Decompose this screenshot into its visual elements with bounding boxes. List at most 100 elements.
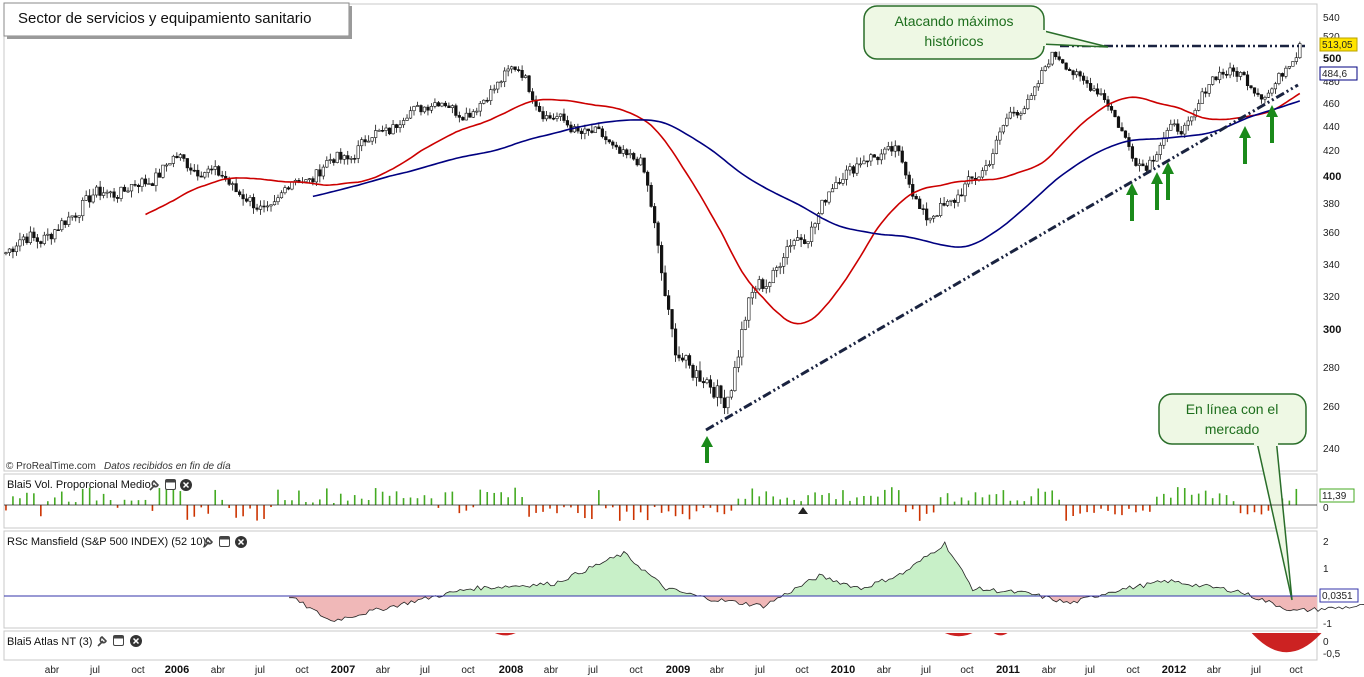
candle bbox=[1280, 72, 1284, 82]
candle bbox=[1123, 130, 1128, 139]
volume-bar bbox=[1128, 505, 1130, 509]
candle bbox=[806, 241, 810, 249]
candle bbox=[81, 197, 85, 221]
volume-bars bbox=[5, 487, 1298, 521]
volume-bar bbox=[102, 493, 105, 505]
candle bbox=[1054, 51, 1058, 60]
window-icon[interactable] bbox=[113, 635, 124, 646]
candle bbox=[339, 148, 343, 164]
volume-bar bbox=[109, 500, 112, 505]
candle bbox=[618, 145, 622, 154]
candle bbox=[1064, 62, 1068, 71]
volume-bar bbox=[339, 493, 342, 505]
window-icon[interactable] bbox=[165, 479, 176, 490]
candle bbox=[496, 81, 500, 94]
candle bbox=[443, 100, 447, 108]
volume-bar bbox=[751, 488, 754, 505]
candle bbox=[1200, 87, 1204, 104]
volume-bar bbox=[53, 497, 56, 505]
support-arrows bbox=[701, 105, 1278, 463]
candle bbox=[503, 67, 507, 88]
rsc-negative-area bbox=[289, 596, 1317, 622]
credit-note: Datos recibidos en fin de día bbox=[104, 461, 231, 472]
candle bbox=[255, 203, 259, 212]
candle bbox=[248, 195, 252, 207]
volume-bar bbox=[646, 505, 649, 521]
volume-bar bbox=[877, 496, 879, 505]
last-price-badge: 513,05 bbox=[1322, 40, 1353, 51]
candle bbox=[1071, 69, 1075, 80]
volume-bar bbox=[444, 492, 447, 505]
candle bbox=[607, 139, 611, 144]
wrench-icon[interactable] bbox=[149, 480, 159, 491]
volume-bar bbox=[1100, 505, 1102, 509]
volume-bar bbox=[1253, 505, 1256, 513]
candle bbox=[1204, 87, 1208, 98]
candle bbox=[387, 127, 392, 136]
callout-top-line1: Atacando máximos bbox=[894, 13, 1013, 29]
volume-bar bbox=[137, 500, 140, 505]
candle bbox=[272, 195, 277, 206]
volume-bar bbox=[1016, 500, 1019, 505]
candle bbox=[1127, 132, 1131, 151]
volume-panel-header: Blai5 Vol. Proporcional Medio bbox=[7, 479, 151, 491]
volume-bar bbox=[758, 496, 761, 505]
volume-bar bbox=[1058, 499, 1060, 505]
x-tick: oct bbox=[1126, 665, 1140, 676]
candle bbox=[593, 126, 597, 133]
candle bbox=[959, 188, 964, 197]
candle bbox=[963, 180, 967, 202]
y-tick-480: 480 bbox=[1323, 77, 1340, 88]
volume-bar bbox=[716, 505, 719, 513]
volume-bar bbox=[151, 505, 154, 511]
candle bbox=[1005, 113, 1009, 128]
candle bbox=[541, 106, 545, 122]
candle bbox=[558, 113, 563, 122]
candle bbox=[1047, 59, 1051, 69]
x-tick: oct bbox=[795, 665, 809, 676]
candle bbox=[980, 167, 985, 179]
candle bbox=[869, 153, 873, 166]
candle bbox=[1214, 76, 1218, 82]
close-icon[interactable] bbox=[235, 536, 247, 548]
wrench-icon[interactable] bbox=[203, 537, 213, 548]
volume-bar bbox=[835, 499, 837, 505]
candle bbox=[499, 80, 503, 88]
candle bbox=[932, 215, 936, 223]
wrench-icon[interactable] bbox=[97, 636, 107, 647]
candle bbox=[91, 188, 95, 204]
window-icon[interactable] bbox=[219, 536, 230, 547]
x-tick: jul bbox=[254, 665, 265, 676]
candle bbox=[796, 229, 800, 241]
arrow-up-icon bbox=[1162, 162, 1174, 200]
candle bbox=[1040, 67, 1044, 84]
volume-bar bbox=[884, 489, 886, 505]
volume-bar bbox=[932, 505, 935, 513]
volume-bar bbox=[514, 487, 516, 505]
candle bbox=[314, 169, 318, 187]
candle bbox=[1050, 51, 1054, 67]
candle bbox=[1172, 119, 1176, 127]
candle bbox=[335, 151, 339, 164]
candle bbox=[112, 187, 116, 202]
y-tick-260: 260 bbox=[1323, 402, 1340, 413]
candle bbox=[684, 354, 688, 369]
candle bbox=[907, 171, 911, 189]
candle bbox=[1095, 83, 1100, 97]
close-icon[interactable] bbox=[180, 479, 192, 491]
volume-bar bbox=[277, 489, 279, 505]
candle bbox=[628, 149, 632, 159]
volume-bar bbox=[1239, 505, 1242, 514]
candle bbox=[475, 107, 479, 116]
x-tick: oct bbox=[1289, 665, 1303, 676]
candle bbox=[555, 112, 559, 122]
volume-bar bbox=[723, 505, 726, 515]
close-icon[interactable] bbox=[130, 635, 142, 647]
candle bbox=[1294, 52, 1298, 65]
candle bbox=[283, 185, 287, 195]
candle bbox=[84, 190, 88, 201]
candle bbox=[680, 353, 685, 363]
callout-bottom-line2: mercado bbox=[1205, 421, 1260, 437]
candle bbox=[757, 275, 761, 291]
callout-top-line2: históricos bbox=[924, 33, 983, 49]
